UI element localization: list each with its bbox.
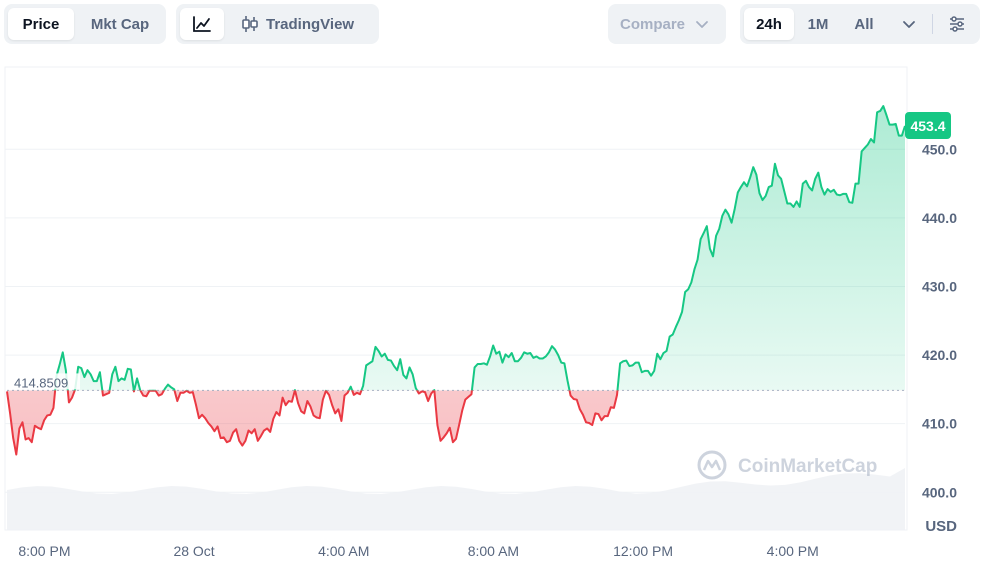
y-tick-label: 430.0 — [922, 278, 957, 294]
range-24h[interactable]: 24h — [744, 8, 794, 40]
currency-label: USD — [925, 518, 957, 535]
x-tick-label: 4:00 PM — [767, 543, 819, 559]
chart-type-toggle: TradingView — [176, 4, 379, 44]
x-tick-label: 8:00 PM — [18, 543, 70, 559]
y-axis: 400.0 410.0 420.0 430.0 440.0 450.0 — [922, 141, 957, 500]
area-down — [7, 390, 905, 455]
volume-band — [7, 468, 905, 530]
baseline-label-bg — [10, 373, 80, 390]
compare-label: Compare — [620, 15, 686, 33]
x-axis: 8:00 PM 28 Oct 4:00 AM 8:00 AM 12:00 PM 4:00 … — [18, 543, 818, 559]
range-1m[interactable]: 1M — [807, 15, 829, 33]
mktcap-tab[interactable]: Mkt Cap — [90, 15, 150, 33]
y-tick-label: 440.0 — [922, 210, 957, 226]
baseline-label: 414.8509 — [14, 375, 68, 390]
line-chart-button[interactable] — [180, 8, 224, 40]
current-price-label: 453.4 — [910, 118, 945, 134]
watermark: CoinMarketCap — [697, 450, 877, 480]
price-mktcap-toggle: Price Mkt Cap — [4, 4, 166, 44]
price-line-down — [6, 390, 619, 456]
volume-area — [7, 468, 905, 530]
chart-settings-button[interactable] — [940, 8, 974, 40]
range-toggle: 24h 1M All — [740, 4, 980, 44]
x-tick-label: 4:00 AM — [318, 543, 369, 559]
y-tick-label: 420.0 — [922, 347, 957, 363]
y-tick-label: 410.0 — [922, 416, 957, 432]
tradingview-button[interactable]: TradingView — [232, 8, 372, 40]
chevron-down-icon — [696, 21, 708, 28]
line-chart-icon — [193, 16, 211, 32]
x-tick-label: 12:00 PM — [613, 543, 673, 559]
compare-dropdown[interactable]: Compare — [608, 4, 726, 44]
price-line-up — [54, 105, 906, 391]
range-more-button[interactable] — [892, 8, 926, 40]
y-tick-label: 450.0 — [922, 141, 957, 157]
candlestick-icon — [242, 16, 258, 32]
x-tick-label: 8:00 AM — [468, 543, 519, 559]
range-divider — [932, 14, 933, 34]
tradingview-label: TradingView — [266, 15, 355, 33]
x-tick-label: 28 Oct — [173, 543, 214, 559]
area-up — [55, 106, 905, 391]
watermark-text: CoinMarketCap — [738, 456, 877, 477]
range-all[interactable]: All — [854, 15, 874, 33]
sliders-icon — [950, 16, 964, 32]
current-price-badge — [905, 111, 951, 139]
y-tick-label: 400.0 — [922, 484, 957, 500]
chevron-down-icon — [903, 21, 915, 28]
price-tab[interactable]: Price — [8, 8, 74, 40]
